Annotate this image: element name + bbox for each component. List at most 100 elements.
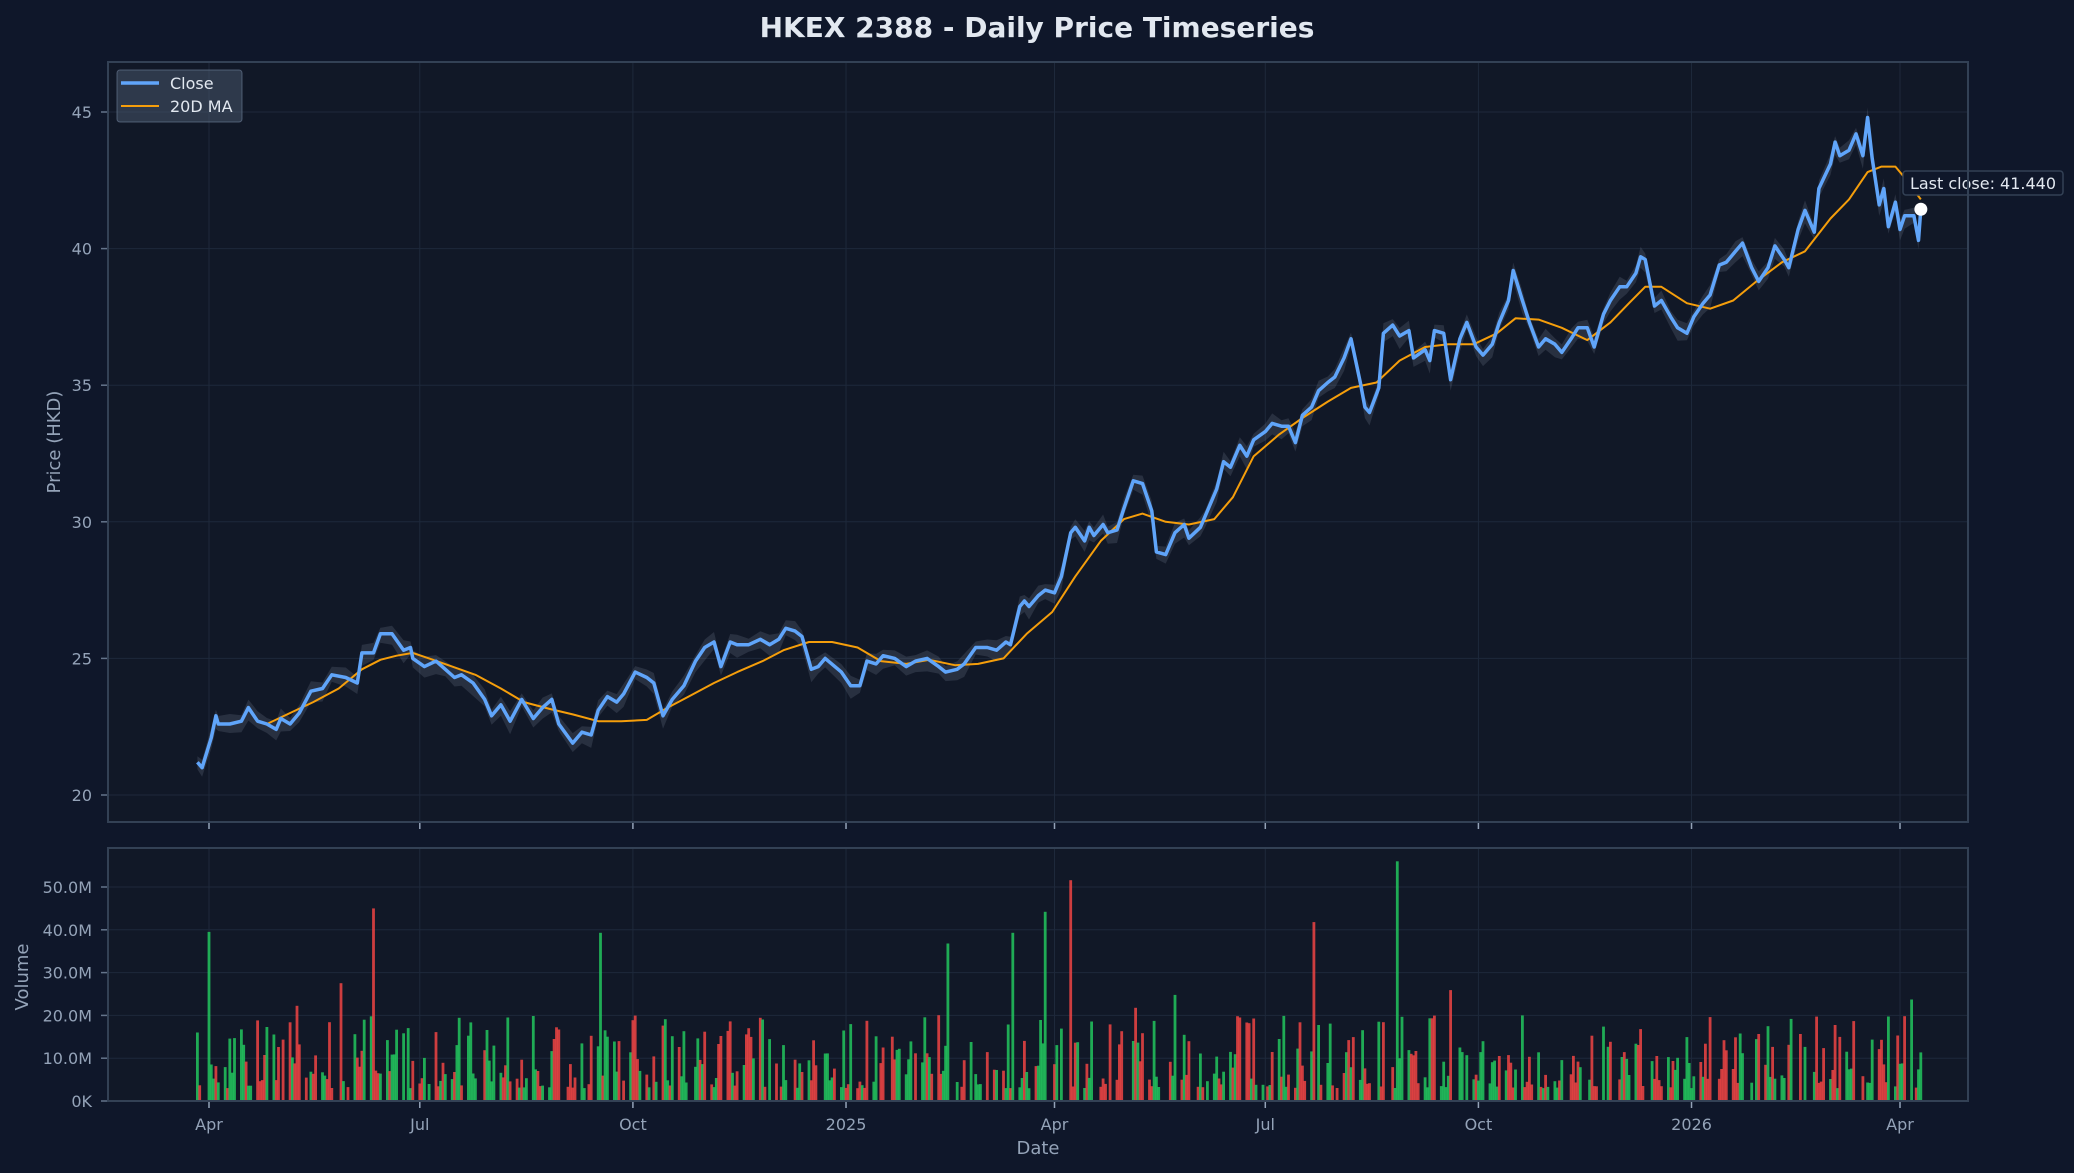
volume-bar — [566, 1086, 570, 1101]
volume-bar — [629, 1052, 632, 1101]
volume-bar — [1773, 1078, 1777, 1101]
volume-bar — [1495, 1086, 1499, 1101]
volume-bar — [487, 1060, 491, 1101]
volume-bar — [1349, 1067, 1353, 1101]
volume-bar — [1310, 1051, 1313, 1101]
volume-bar — [717, 1044, 720, 1101]
volume-bar — [1187, 1041, 1191, 1101]
volume-bar — [1073, 1042, 1077, 1101]
volume-bar — [434, 1032, 438, 1101]
volume-bar — [890, 1036, 894, 1101]
volume-bar — [1722, 1040, 1726, 1101]
volume-bar — [469, 1022, 473, 1101]
volume-bar — [423, 1057, 426, 1101]
volume-bar — [1104, 1083, 1107, 1101]
volume-bar — [1787, 1044, 1791, 1101]
volume-bar — [1231, 1067, 1235, 1101]
volume-bar — [256, 1020, 259, 1101]
volume-bar — [749, 1036, 753, 1101]
volume-bar — [506, 1017, 510, 1101]
volume-bar — [1196, 1086, 1200, 1101]
volume-bar — [1572, 1055, 1575, 1101]
volume-bar — [775, 1063, 778, 1101]
volume-bar — [1474, 1074, 1478, 1101]
volume-bar — [1479, 1052, 1483, 1101]
volume-bar — [1910, 999, 1913, 1101]
volume-bar — [1400, 1016, 1404, 1101]
volume-bar — [522, 1087, 526, 1101]
volume-bar — [453, 1072, 456, 1101]
volume-bar — [418, 1083, 422, 1101]
volume-bar — [1741, 1053, 1744, 1101]
volume-bar — [694, 1066, 697, 1101]
volume-bar — [1641, 1086, 1645, 1101]
volume-bar — [1131, 1041, 1135, 1101]
volume-bar — [807, 1060, 811, 1101]
volume-bar — [1011, 932, 1015, 1101]
volume-bar — [969, 1042, 973, 1101]
volume-bar — [1799, 1034, 1802, 1101]
x-tick-label: Apr — [1041, 1115, 1069, 1134]
volume-bar — [1896, 1035, 1900, 1101]
volume-bar — [309, 1071, 313, 1101]
price-ytick-label: 40 — [72, 240, 92, 259]
volume-bar — [325, 1079, 329, 1101]
volume-bar — [1136, 1042, 1140, 1101]
volume-bar — [321, 1072, 324, 1101]
volume-bar — [1363, 1068, 1367, 1101]
volume-bar — [1039, 1020, 1042, 1101]
volume-bar — [1219, 1084, 1223, 1101]
volume-bar — [1379, 1086, 1383, 1101]
volume-bar — [633, 1015, 637, 1101]
volume-bar — [874, 1036, 878, 1101]
volume-bar — [930, 1073, 934, 1101]
volume-bar — [1592, 1086, 1596, 1101]
volume-bar — [439, 1080, 442, 1101]
volume-bar — [1903, 1016, 1906, 1101]
price-grid — [108, 62, 1968, 822]
volume-bar — [974, 1074, 978, 1101]
volume-bar — [504, 1065, 507, 1101]
volume-bar — [460, 1085, 463, 1101]
volume-bar — [1317, 1025, 1320, 1101]
volume-bar — [703, 1031, 707, 1101]
volume-bar — [904, 1074, 908, 1101]
volume-bar — [1833, 1025, 1837, 1101]
volume-bar — [793, 1059, 797, 1101]
volume-bar — [812, 1040, 815, 1101]
volume-bar — [580, 1043, 584, 1101]
volume-bar — [696, 1038, 700, 1101]
volume-bar — [1412, 1055, 1415, 1101]
volume-bar — [1724, 1050, 1728, 1101]
volume-bar — [1083, 1088, 1086, 1101]
volume-bar — [295, 1005, 299, 1101]
volume-bar — [1358, 1079, 1362, 1101]
volume-bar — [1018, 1087, 1022, 1101]
volume-bar — [1660, 1086, 1663, 1101]
volume-bar — [1108, 1024, 1112, 1101]
x-tick-label: Apr — [195, 1115, 223, 1134]
volume-bar — [1361, 1030, 1364, 1101]
volume-bar — [962, 1060, 966, 1101]
volume-bar — [1870, 1039, 1874, 1101]
volume-bar — [557, 1029, 561, 1101]
volume-bar — [1845, 1051, 1849, 1101]
price-ytick-label: 45 — [72, 103, 92, 122]
volume-bar — [1085, 1063, 1089, 1101]
price-ytick-label: 30 — [72, 513, 92, 532]
volume-bar — [680, 1076, 683, 1101]
volume-bar — [895, 1049, 899, 1101]
volume-bar — [631, 1020, 635, 1101]
volume-bar — [1245, 1022, 1249, 1101]
volume-bar — [369, 1016, 373, 1101]
volume-bar — [1023, 1040, 1026, 1101]
volume-bar — [1720, 1069, 1723, 1101]
volume-bar — [601, 1075, 605, 1101]
volume-bar — [388, 1071, 392, 1101]
volume-bar — [411, 1060, 415, 1101]
volume-bar — [589, 1035, 593, 1101]
volume-bar — [1150, 1086, 1154, 1101]
volume-bar — [525, 1078, 528, 1101]
